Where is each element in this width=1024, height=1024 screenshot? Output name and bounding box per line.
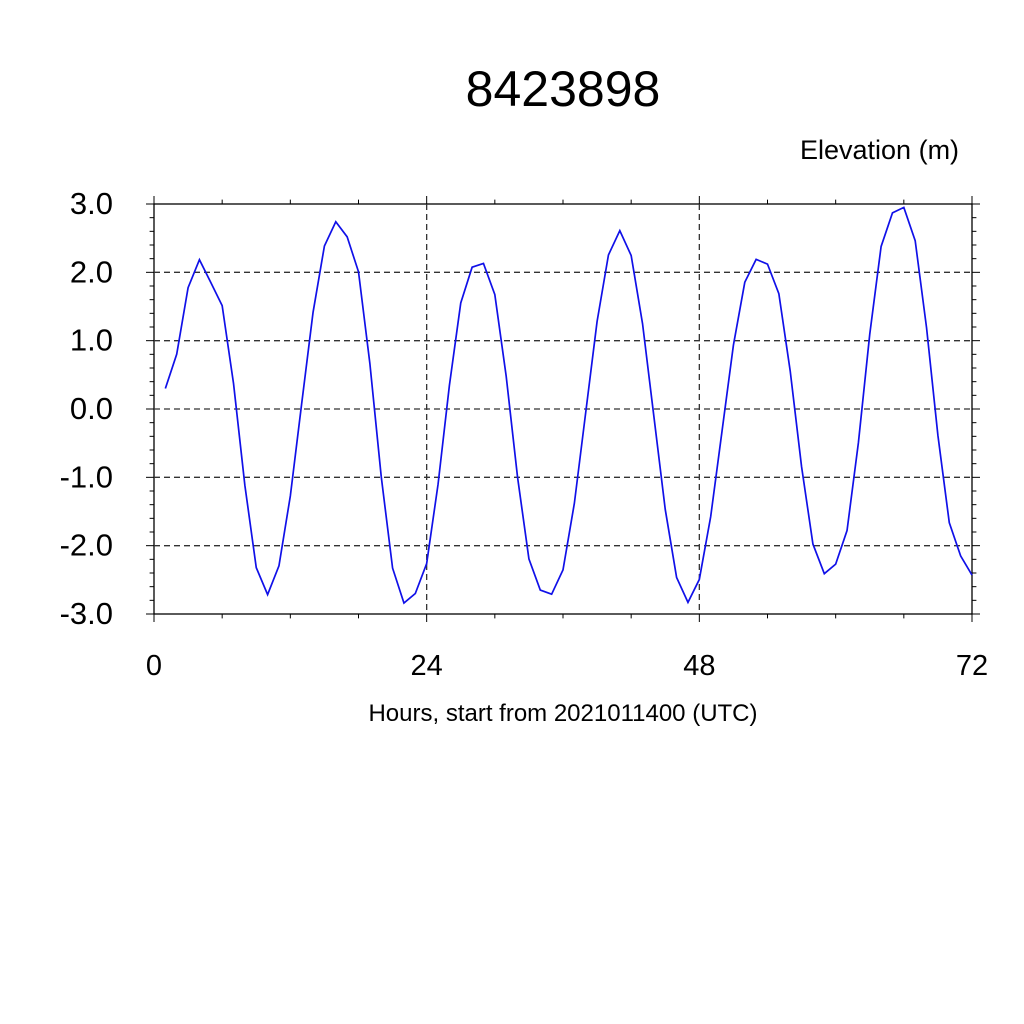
svg-text:2.0: 2.0 [70, 254, 113, 289]
svg-text:1.0: 1.0 [70, 323, 113, 358]
svg-text:0.0: 0.0 [70, 391, 113, 426]
svg-text:48: 48 [683, 650, 715, 682]
svg-text:24: 24 [411, 650, 443, 682]
svg-text:72: 72 [956, 650, 988, 682]
svg-text:-3.0: -3.0 [60, 596, 113, 631]
svg-text:0: 0 [146, 650, 162, 682]
svg-text:-2.0: -2.0 [60, 528, 113, 563]
svg-text:3.0: 3.0 [70, 186, 113, 221]
svg-text:-1.0: -1.0 [60, 459, 113, 494]
